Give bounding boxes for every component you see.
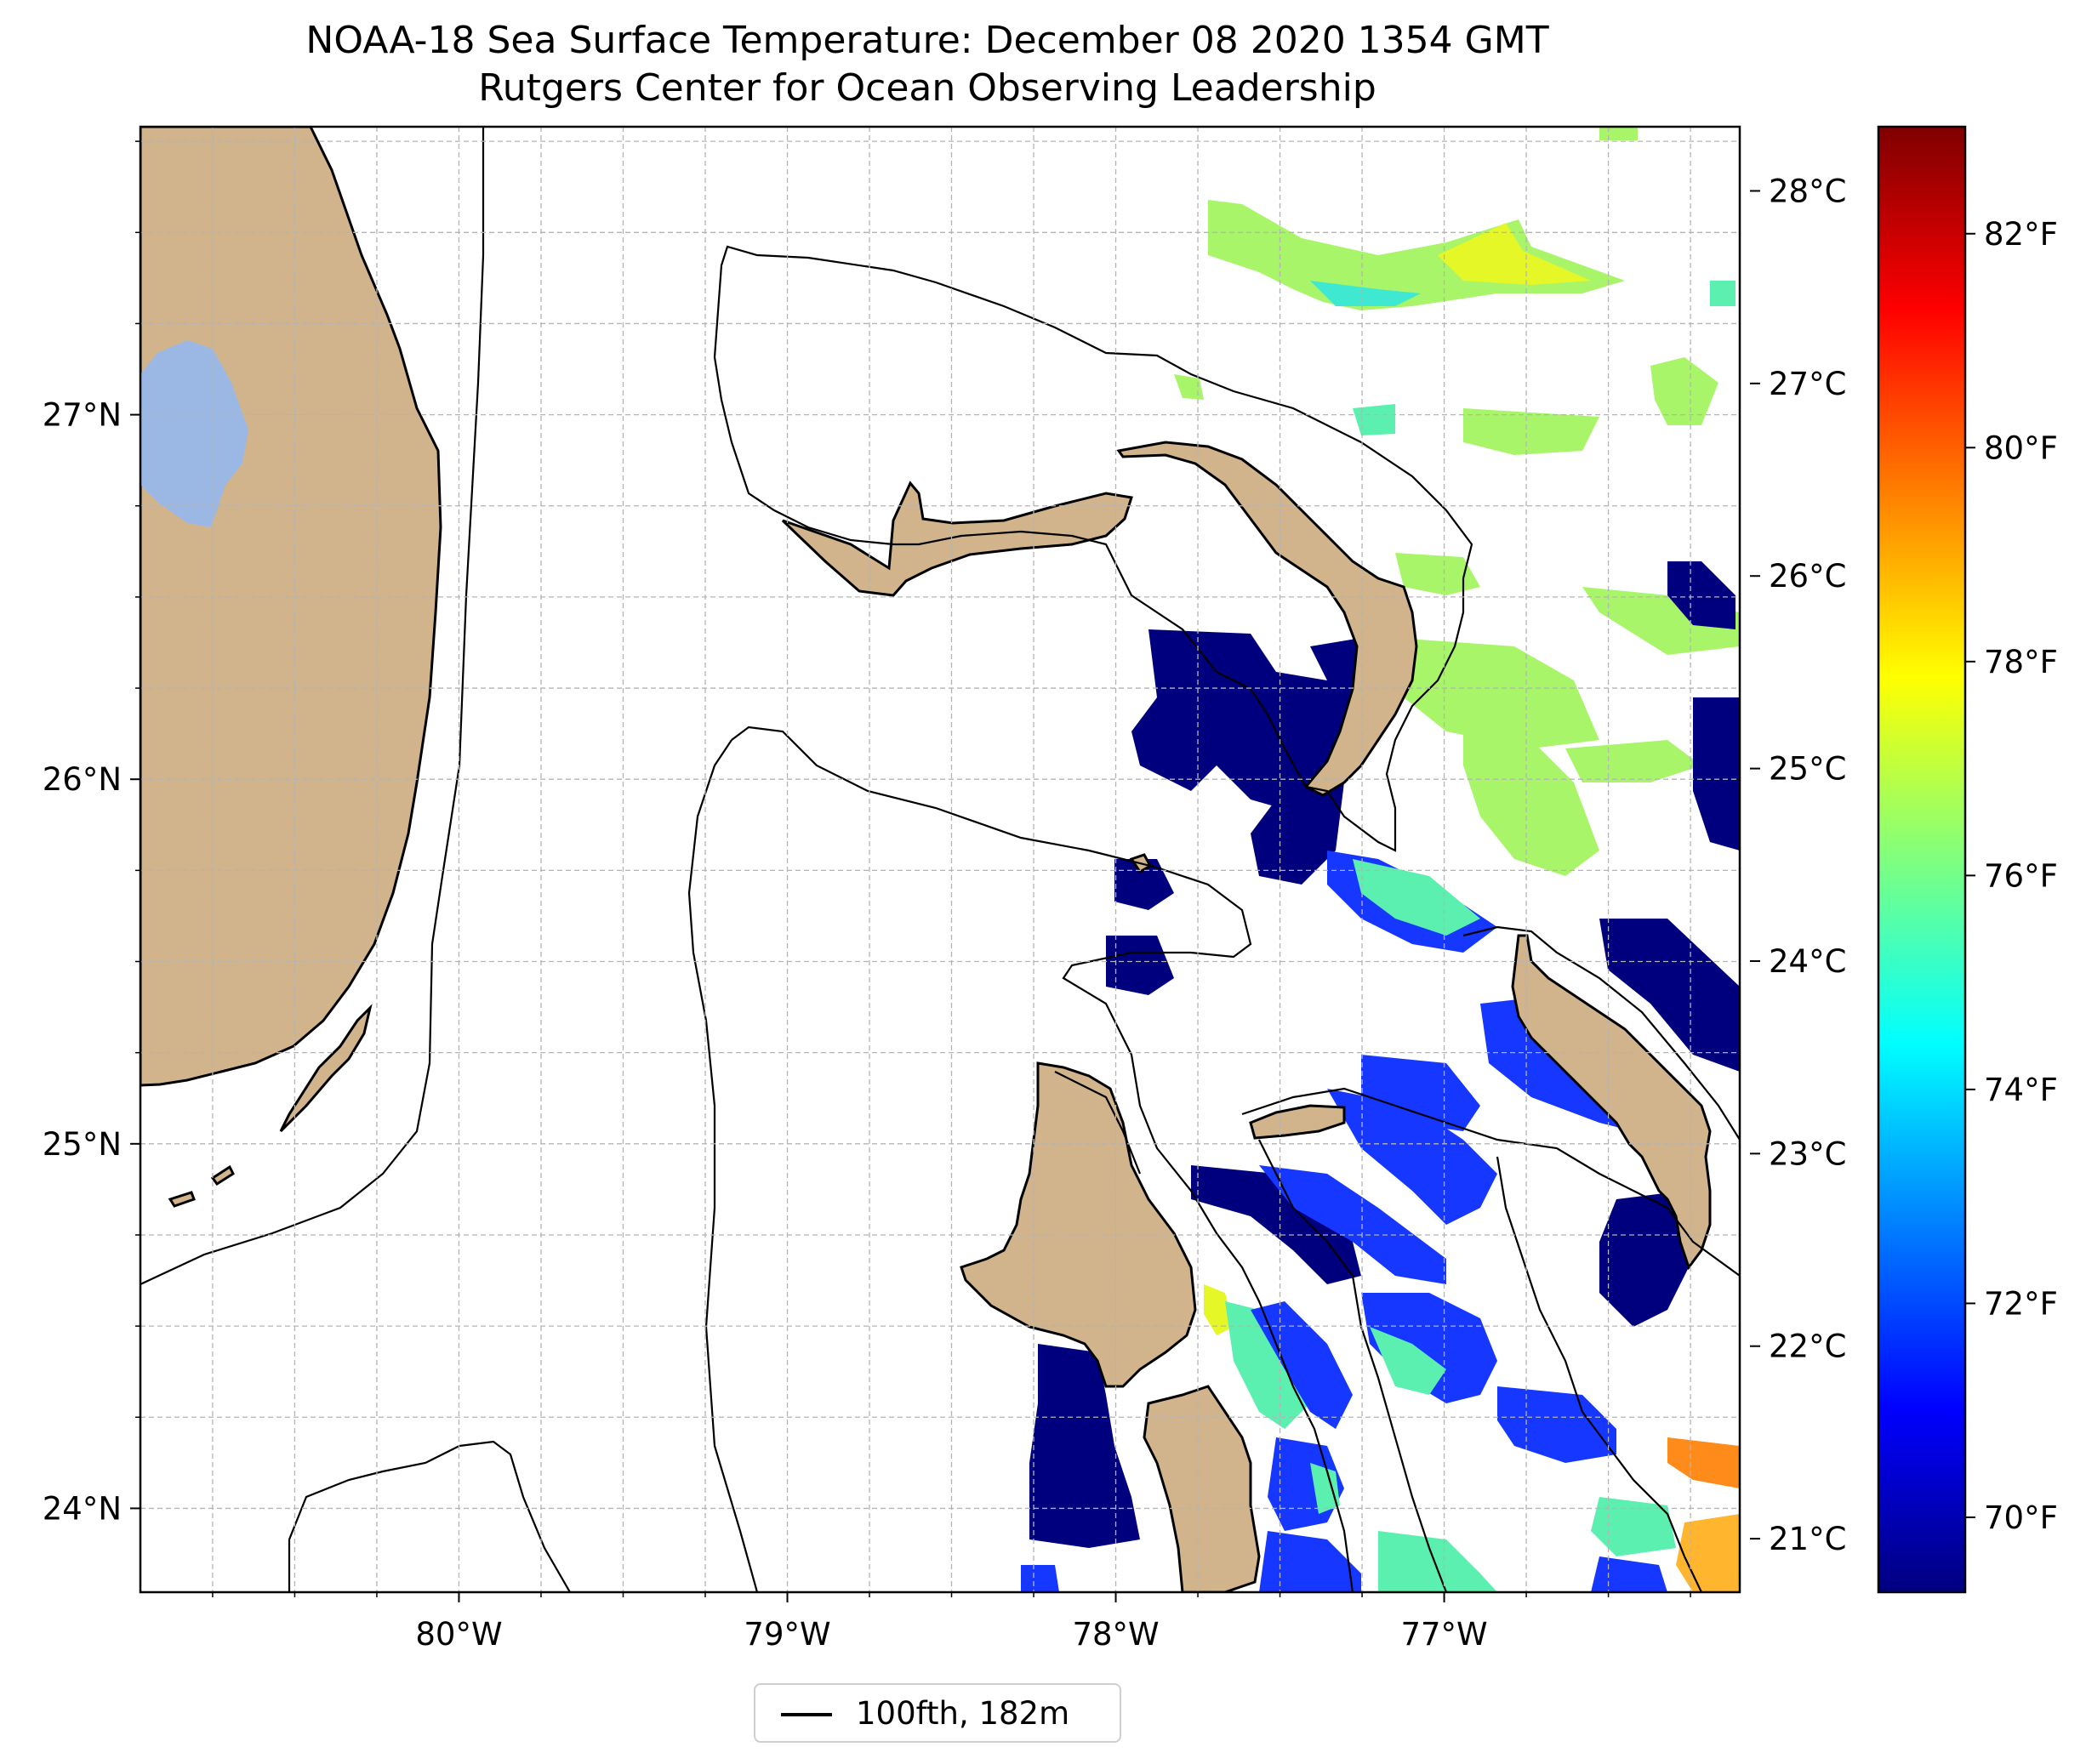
isobath-line <box>713 245 1473 852</box>
celsius-tick-label: 21°C <box>1769 1521 1846 1557</box>
isobath-line <box>1496 1156 1702 1592</box>
lon-tick-label: 77°W <box>1400 1616 1487 1653</box>
sst-patch <box>1463 408 1599 455</box>
sst-patch <box>1591 1556 1667 1592</box>
sst-patch <box>1310 1463 1340 1514</box>
sst-patch <box>1353 404 1395 435</box>
sst-patch <box>1565 740 1701 782</box>
figure-title: NOAA-18 Sea Surface Temperature: Decembe… <box>305 19 1549 62</box>
abaco-islands <box>1116 441 1418 797</box>
sst-patch <box>1204 1284 1234 1335</box>
sst-patch <box>1395 553 1480 595</box>
celsius-tick-label: 22°C <box>1769 1329 1846 1365</box>
land-layer <box>140 127 1712 1592</box>
sst-patch <box>1106 936 1174 995</box>
sst-patch <box>1591 1497 1676 1556</box>
sst-patch <box>1599 1191 1693 1327</box>
key-islet <box>210 1164 235 1186</box>
lon-tick-label: 78°W <box>1072 1616 1159 1653</box>
celsius-tick-label: 25°C <box>1769 751 1846 788</box>
map-frame <box>139 125 1741 1594</box>
new-providence <box>1249 1104 1346 1140</box>
sst-patch <box>1599 919 1740 1072</box>
sst-patch <box>1174 374 1204 400</box>
isobath-line <box>1258 1139 1448 1592</box>
colorbar-tick-label: 76°F <box>1984 857 2058 894</box>
sst-patch <box>1251 1301 1353 1429</box>
isobath-line <box>140 127 485 1285</box>
figure-subtitle: Rutgers Center for Ocean Observing Leade… <box>478 66 1376 110</box>
isobath-line <box>1054 1071 1142 1175</box>
celsius-tick-label: 27°C <box>1769 366 1846 402</box>
isobath-layer <box>140 127 1740 1592</box>
sst-patch <box>1021 1565 1059 1592</box>
sst-patch <box>1361 1293 1497 1403</box>
lon-tick-label: 80°W <box>415 1616 502 1653</box>
sst-patch <box>1259 1165 1446 1284</box>
celsius-tick-label: 24°C <box>1769 943 1846 980</box>
colorbar-tick-label: 78°F <box>1984 644 2058 680</box>
sst-patch <box>1370 1327 1446 1395</box>
celsius-tick-label: 28°C <box>1769 173 1846 209</box>
lat-tick-label: 27°N <box>43 397 122 434</box>
andros-south <box>1143 1385 1261 1592</box>
sst-patch <box>1395 638 1599 748</box>
andros-island <box>960 1061 1197 1388</box>
grand-bahama <box>781 481 1133 597</box>
longitude-axis: 80°W 79°W 78°W 77°W <box>212 1592 1691 1653</box>
sst-patch <box>1667 561 1735 629</box>
sst-patch <box>1029 1344 1140 1548</box>
colorbar-axis: 70°F 72°F 74°F 76°F 78°F 80°F 82°F <box>1965 216 2058 1536</box>
map-content <box>140 127 1740 1592</box>
florida-keys <box>279 1004 373 1133</box>
sst-patch <box>1438 223 1591 285</box>
isobath-line <box>1462 925 1740 1141</box>
celsius-tick-label: 26°C <box>1769 558 1846 595</box>
isobath-line <box>288 1440 571 1592</box>
gridlines <box>140 127 1740 1592</box>
sst-patch <box>1693 697 1740 851</box>
legend-label: 100fth, 182m <box>856 1695 1070 1732</box>
eleuthera <box>1511 934 1712 1271</box>
key-islet <box>168 1191 196 1208</box>
sst-patch <box>1667 1437 1740 1488</box>
lat-tick-label: 24°N <box>43 1490 122 1527</box>
lake-okeechobee <box>140 340 248 527</box>
sst-patch <box>1599 128 1638 140</box>
sst-patch <box>1327 1089 1497 1225</box>
isobath-line <box>687 739 759 1592</box>
legend-line-swatch <box>781 1713 832 1716</box>
lat-tick-label: 26°N <box>43 761 122 798</box>
sst-patch <box>1114 859 1174 910</box>
sst-patch <box>1710 281 1735 306</box>
sst-patch <box>1310 281 1421 306</box>
isobath-line <box>731 726 1354 1592</box>
colorbar <box>1877 125 1967 1594</box>
celsius-axis: 21°C 22°C 23°C 24°C 25°C 26°C 27°C 28°C <box>1750 173 1846 1557</box>
latitude-axis: 24°N 25°N 26°N 27°N <box>43 140 140 1527</box>
colorbar-tick-label: 72°F <box>1984 1285 2058 1322</box>
celsius-tick-label: 23°C <box>1769 1135 1846 1172</box>
sst-patch <box>1225 1301 1310 1429</box>
sst-patch <box>1650 357 1718 425</box>
lat-tick-label: 25°N <box>43 1126 122 1163</box>
lon-tick-label: 79°W <box>744 1616 830 1653</box>
sst-patch <box>1497 1386 1616 1463</box>
sst-patch <box>1463 723 1599 876</box>
colorbar-tick-label: 74°F <box>1984 1072 2058 1108</box>
legend: 100fth, 182m <box>754 1683 1121 1743</box>
sst-patch <box>1259 1531 1361 1592</box>
sst-patch <box>1353 859 1480 936</box>
colorbar-tick-label: 70°F <box>1984 1499 2058 1536</box>
sst-patch <box>1378 1531 1497 1592</box>
colorbar-tick-label: 82°F <box>1984 216 2058 253</box>
colorbar-tick-label: 80°F <box>1984 430 2058 466</box>
